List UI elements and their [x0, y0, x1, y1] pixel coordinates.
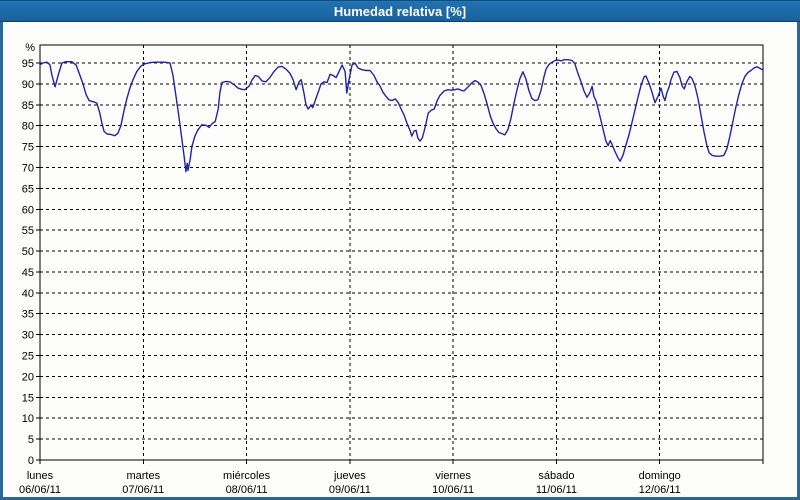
x-date-label: 09/06/11: [329, 484, 371, 496]
y-tick-label: 45: [22, 267, 34, 279]
y-tick-label: 90: [22, 79, 34, 91]
x-day-label: sábado: [538, 470, 574, 482]
x-day-label: martes: [126, 470, 160, 482]
x-day-label: domingo: [639, 470, 681, 482]
y-tick-label: 70: [22, 162, 34, 174]
y-tick-label: 50: [22, 246, 34, 258]
x-date-label: 08/06/11: [226, 484, 268, 496]
y-unit-label: %: [25, 42, 35, 54]
y-tick-label: 15: [22, 392, 34, 404]
x-day-label: miércoles: [223, 470, 271, 482]
y-tick-label: 5: [28, 434, 34, 446]
humidity-line-chart: 0 5 10 15 20 25 30 35 40 45 50 55 60 65 70 75 80 85 90 95% l…: [19, 42, 764, 496]
y-tick-label: 10: [22, 413, 34, 425]
y-tick-label: 80: [22, 121, 34, 133]
x-day-label: jueves: [333, 470, 366, 482]
y-tick-label: 65: [22, 183, 34, 195]
y-tick-label: 25: [22, 351, 34, 363]
y-tick-label: 95: [22, 58, 34, 70]
window-titlebar: Humedad relativa [%]: [0, 0, 800, 22]
y-tick-label: 40: [22, 288, 34, 300]
y-tick-label: 85: [22, 100, 34, 112]
x-date-label: 11/06/11: [536, 484, 577, 496]
y-tick-label: 35: [22, 309, 34, 321]
y-tick-label: 20: [22, 371, 34, 383]
x-date-label: 10/06/11: [432, 484, 474, 496]
x-day-label: lunes: [27, 470, 54, 482]
x-date-label: 06/06/11: [19, 484, 61, 496]
x-day-label: viernes: [435, 470, 471, 482]
y-tick-label: 75: [22, 142, 34, 154]
y-tick-label: 30: [22, 330, 34, 342]
plot-border: [39, 44, 764, 461]
window-title: Humedad relativa [%]: [333, 3, 467, 19]
x-date-label: 07/06/11: [122, 484, 164, 496]
humidity-line: [39, 59, 764, 173]
y-tick-label: 60: [22, 204, 34, 216]
y-tick-label: 55: [22, 225, 34, 237]
x-date-label: 12/06/11: [639, 484, 681, 496]
y-tick-label: 0: [28, 455, 34, 467]
